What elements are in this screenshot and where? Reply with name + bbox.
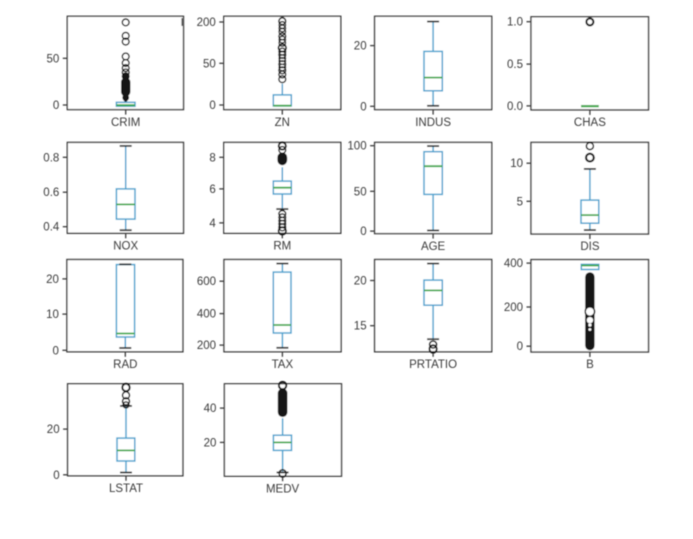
svg-text:4: 4 [209, 218, 216, 230]
svg-text:20: 20 [354, 41, 367, 53]
svg-text:200: 200 [504, 302, 523, 314]
svg-text:DIS: DIS [580, 241, 600, 253]
svg-text:100: 100 [347, 141, 366, 153]
svg-text:0: 0 [360, 226, 366, 238]
svg-text:AGE: AGE [421, 241, 446, 253]
svg-text:1.0: 1.0 [507, 17, 523, 29]
svg-text:200: 200 [197, 340, 216, 352]
svg-text:RAD: RAD [113, 359, 137, 371]
svg-text:20: 20 [204, 437, 217, 449]
svg-text:LSTAT: LSTAT [109, 483, 143, 495]
svg-text:5: 5 [517, 196, 523, 208]
svg-text:0.6: 0.6 [43, 187, 59, 199]
svg-text:50: 50 [203, 58, 216, 70]
svg-text:0: 0 [517, 341, 523, 353]
svg-text:0: 0 [52, 345, 58, 357]
svg-text:0: 0 [53, 470, 59, 482]
svg-text:TAX: TAX [272, 359, 294, 371]
svg-text:0.5: 0.5 [507, 59, 523, 71]
svg-text:INDUS: INDUS [415, 117, 451, 129]
svg-text:50: 50 [354, 186, 367, 198]
svg-text:CHAS: CHAS [574, 117, 606, 129]
svg-text:20: 20 [46, 274, 59, 286]
svg-text:400: 400 [504, 258, 523, 270]
svg-text:ZN: ZN [275, 117, 290, 129]
svg-text:40: 40 [204, 403, 217, 415]
svg-text:B: B [586, 359, 594, 371]
svg-text:0.8: 0.8 [43, 152, 59, 164]
svg-text:0: 0 [209, 100, 215, 112]
svg-text:0.0: 0.0 [507, 101, 523, 113]
svg-text:0.4: 0.4 [43, 222, 60, 234]
svg-text:10: 10 [46, 309, 59, 321]
svg-text:NOX: NOX [113, 241, 138, 253]
svg-text:20: 20 [47, 424, 60, 436]
svg-text:20: 20 [354, 276, 367, 288]
svg-text:PRTATIO: PRTATIO [409, 359, 457, 371]
svg-text:200: 200 [197, 17, 216, 29]
svg-text:MEDV: MEDV [266, 483, 300, 495]
svg-text:50: 50 [47, 53, 60, 65]
svg-text:RM: RM [273, 241, 291, 253]
svg-text:15: 15 [354, 321, 367, 333]
svg-text:10: 10 [510, 158, 523, 170]
svg-text:0: 0 [53, 100, 59, 112]
svg-text:6: 6 [209, 184, 215, 196]
svg-text:0: 0 [360, 101, 366, 113]
svg-text:CRIM: CRIM [111, 117, 140, 129]
svg-text:600: 600 [197, 276, 216, 288]
svg-text:8: 8 [209, 152, 215, 164]
svg-text:400: 400 [197, 309, 216, 321]
